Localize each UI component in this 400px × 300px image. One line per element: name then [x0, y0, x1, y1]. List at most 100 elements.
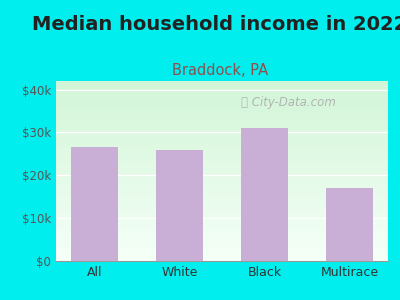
- Bar: [56, 128, 388, 130]
- Bar: [56, 189, 388, 191]
- Bar: [56, 194, 388, 196]
- Bar: [56, 176, 388, 178]
- Bar: [56, 211, 388, 212]
- Bar: [56, 227, 388, 229]
- Bar: [56, 121, 388, 122]
- Bar: [56, 209, 388, 211]
- Bar: [56, 81, 388, 83]
- Text: Braddock, PA: Braddock, PA: [172, 63, 268, 78]
- Bar: [56, 239, 388, 241]
- Bar: [56, 85, 388, 86]
- Bar: [56, 108, 388, 110]
- Bar: [56, 90, 388, 92]
- Bar: [56, 252, 388, 254]
- Bar: [56, 182, 388, 184]
- Bar: [56, 142, 388, 144]
- Bar: [56, 157, 388, 158]
- Bar: [56, 243, 388, 245]
- Bar: [56, 144, 388, 146]
- Bar: [156, 150, 203, 261]
- Bar: [56, 158, 388, 160]
- Bar: [56, 171, 388, 173]
- Bar: [56, 153, 388, 155]
- Bar: [56, 151, 388, 153]
- Bar: [56, 198, 388, 200]
- Bar: [56, 247, 388, 248]
- Bar: [56, 140, 388, 142]
- Bar: [56, 191, 388, 193]
- Bar: [56, 220, 388, 221]
- Bar: [56, 119, 388, 121]
- Bar: [56, 216, 388, 218]
- Bar: [56, 160, 388, 162]
- Bar: [56, 203, 388, 205]
- Bar: [56, 101, 388, 103]
- Bar: [56, 83, 388, 85]
- Bar: [56, 223, 388, 225]
- Bar: [56, 92, 388, 94]
- Bar: [56, 218, 388, 220]
- Bar: [326, 188, 373, 261]
- Bar: [56, 169, 388, 171]
- Bar: [56, 229, 388, 230]
- Bar: [56, 185, 388, 187]
- Bar: [56, 200, 388, 202]
- Bar: [56, 221, 388, 223]
- Bar: [56, 135, 388, 137]
- Bar: [56, 184, 388, 185]
- Bar: [56, 133, 388, 135]
- Bar: [56, 236, 388, 238]
- Bar: [56, 126, 388, 128]
- Bar: [56, 112, 388, 113]
- Bar: [56, 99, 388, 101]
- Bar: [56, 88, 388, 90]
- Bar: [56, 137, 388, 139]
- Bar: [56, 167, 388, 169]
- Bar: [56, 241, 388, 243]
- Bar: [56, 94, 388, 95]
- Bar: [56, 212, 388, 214]
- Bar: [71, 147, 118, 261]
- Bar: [56, 155, 388, 157]
- Text: Median household income in 2022: Median household income in 2022: [32, 15, 400, 34]
- Bar: [56, 104, 388, 106]
- Bar: [56, 148, 388, 149]
- Bar: [56, 187, 388, 189]
- Bar: [56, 164, 388, 166]
- Bar: [56, 207, 388, 209]
- Bar: [56, 166, 388, 167]
- Bar: [56, 250, 388, 252]
- Bar: [56, 113, 388, 115]
- Bar: [56, 86, 388, 88]
- Bar: [56, 117, 388, 119]
- Bar: [56, 173, 388, 175]
- Bar: [56, 110, 388, 112]
- Bar: [56, 205, 388, 207]
- Bar: [56, 122, 388, 124]
- Bar: [241, 128, 288, 261]
- Bar: [56, 175, 388, 176]
- Bar: [56, 149, 388, 151]
- Bar: [56, 131, 388, 133]
- Bar: [56, 193, 388, 194]
- Bar: [56, 248, 388, 250]
- Bar: [56, 196, 388, 198]
- Bar: [56, 257, 388, 259]
- Bar: [56, 232, 388, 234]
- Bar: [56, 202, 388, 203]
- Bar: [56, 230, 388, 232]
- Bar: [56, 259, 388, 261]
- Bar: [56, 130, 388, 131]
- Bar: [56, 162, 388, 164]
- Bar: [56, 256, 388, 257]
- Bar: [56, 95, 388, 97]
- Bar: [56, 139, 388, 140]
- Bar: [56, 146, 388, 148]
- Bar: [56, 124, 388, 126]
- Bar: [56, 234, 388, 236]
- Bar: [56, 245, 388, 247]
- Bar: [56, 214, 388, 216]
- Bar: [56, 106, 388, 108]
- Bar: [56, 103, 388, 104]
- Text: ⓘ City-Data.com: ⓘ City-Data.com: [241, 96, 336, 109]
